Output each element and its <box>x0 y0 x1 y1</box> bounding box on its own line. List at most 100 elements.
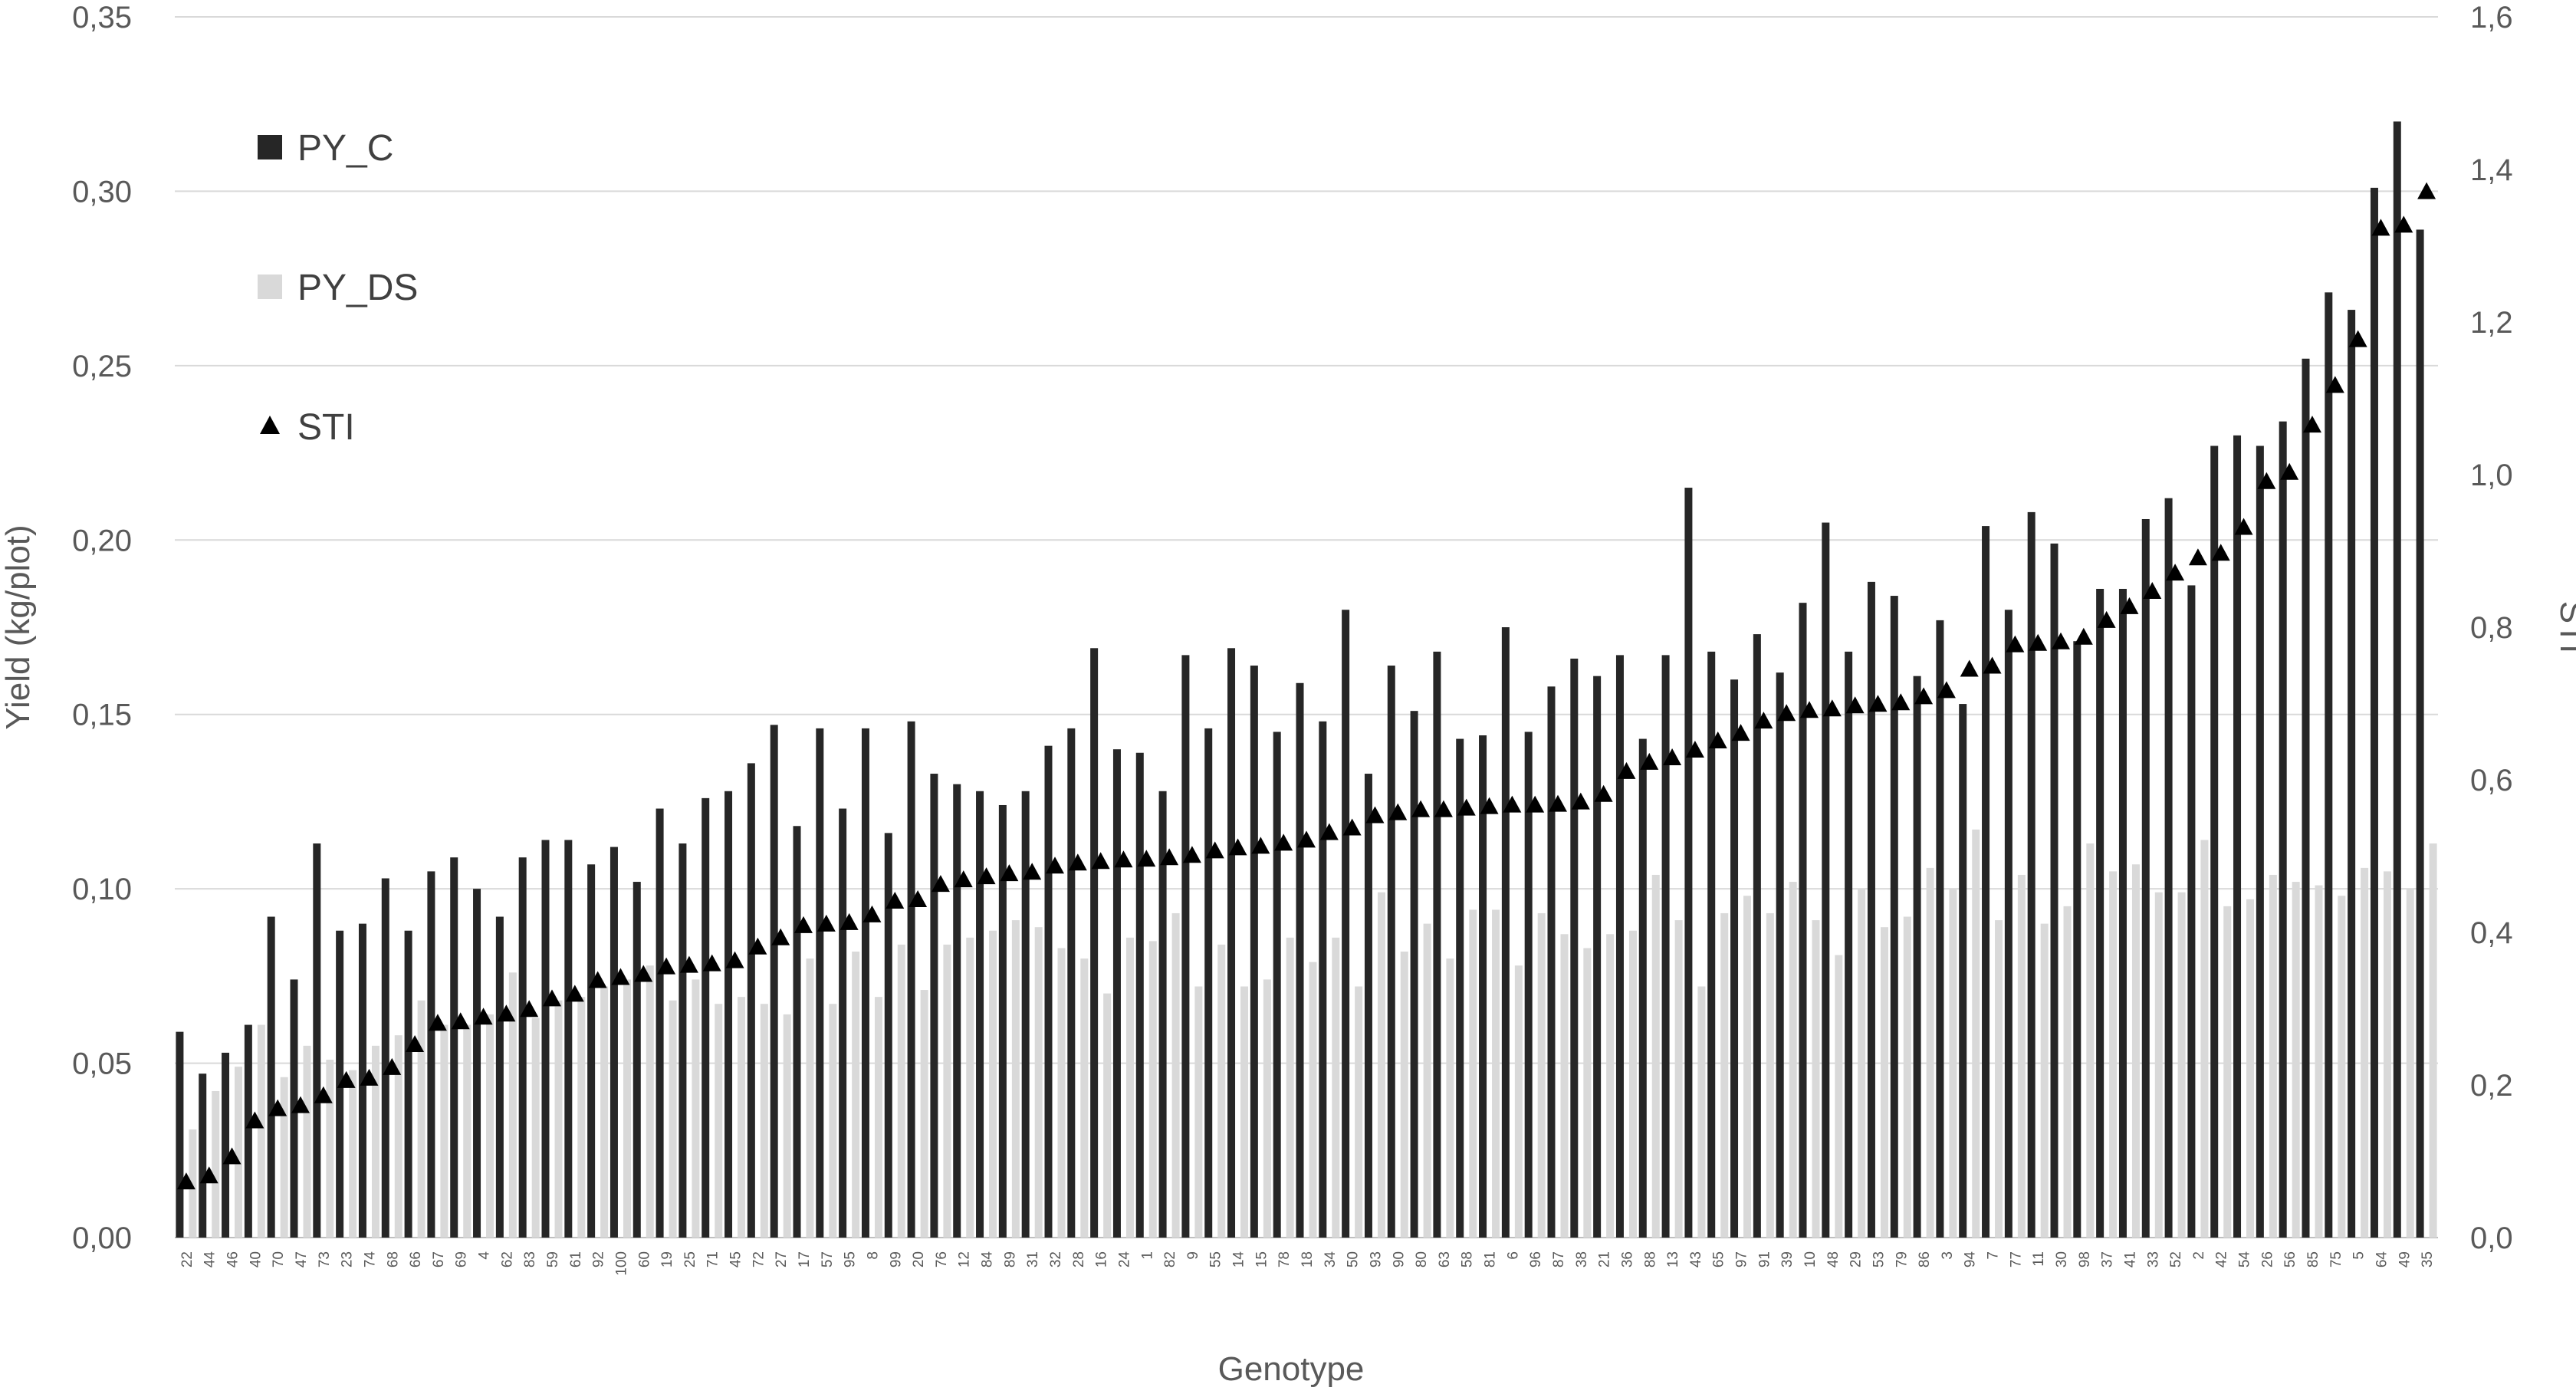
bar-py-c <box>610 847 618 1238</box>
marker-sti <box>1274 833 1293 851</box>
bar-py-ds <box>2200 840 2209 1238</box>
bar-py-ds <box>280 1077 288 1238</box>
x-tick-label: 37 <box>2100 1251 2116 1267</box>
marker-sti <box>2120 597 2139 614</box>
marker-sti <box>634 965 653 982</box>
x-tick-label: 69 <box>454 1251 470 1267</box>
bar-py-c <box>199 1073 207 1238</box>
marker-sti <box>2348 330 2367 347</box>
marker-sti <box>2417 182 2436 199</box>
x-tick-label: 77 <box>2008 1251 2024 1267</box>
bar-py-ds <box>1194 986 1203 1238</box>
bar-py-c <box>2233 435 2242 1238</box>
bar-py-ds <box>2017 874 2026 1238</box>
bar-py-c <box>793 826 801 1238</box>
marker-sti <box>565 985 584 1002</box>
bar-py-c <box>930 774 938 1238</box>
x-tick-label: 9 <box>1185 1251 1201 1260</box>
bar-py-c <box>587 864 596 1238</box>
bar-py-c <box>1570 658 1579 1238</box>
bars <box>176 121 2437 1238</box>
marker-sti <box>840 912 859 930</box>
bar-py-c <box>1204 728 1213 1238</box>
y2-tick-label: 1,2 <box>2470 306 2513 340</box>
bar-py-c <box>702 797 710 1238</box>
bar-py-c <box>1273 732 1281 1238</box>
bar-py-ds <box>1492 909 1500 1238</box>
marker-sti <box>1388 803 1408 820</box>
bar-py-ds <box>371 1045 380 1238</box>
bar-py-c <box>2370 187 2378 1238</box>
bar-py-c <box>1982 526 1990 1238</box>
marker-sti <box>1411 800 1431 817</box>
x-tick-label: 94 <box>1963 1251 1979 1268</box>
marker-sti <box>1000 864 1019 882</box>
x-tick-label: 5 <box>2351 1251 2367 1260</box>
bar-py-c <box>1135 752 1144 1238</box>
bar-py-c <box>747 763 755 1238</box>
x-tick-label: 2 <box>2191 1251 2207 1260</box>
bar-py-c <box>656 808 664 1238</box>
marker-sti <box>2371 219 2390 236</box>
marker-sti <box>1228 838 1247 856</box>
bar-py-c <box>2118 588 2127 1238</box>
bar-py-ds <box>806 958 814 1238</box>
marker-sti <box>1526 795 1545 813</box>
bar-py-ds <box>508 972 517 1238</box>
y2-tick-label: 0,4 <box>2470 916 2513 950</box>
bar-py-c <box>1501 627 1510 1238</box>
sti-markers <box>176 182 2436 1190</box>
marker-sti <box>1182 846 1201 863</box>
marker-sti <box>2325 376 2344 393</box>
x-tick-label: 70 <box>271 1251 287 1267</box>
y-tick-label: 0,20 <box>72 524 132 557</box>
bar-py-c <box>1158 791 1167 1238</box>
legend-label: STI <box>297 407 355 448</box>
marker-sti <box>1137 850 1156 867</box>
bar-py-c <box>404 930 412 1238</box>
bar-py-c <box>564 840 573 1238</box>
x-tick-label: 74 <box>362 1251 378 1268</box>
x-tick-label: 92 <box>591 1251 607 1267</box>
bar-py-ds <box>943 944 951 1238</box>
bar-py-ds <box>1949 889 1957 1238</box>
marker-sti <box>1868 695 1888 712</box>
y-tick-label: 0,25 <box>72 350 132 383</box>
bar-py-c <box>518 857 527 1238</box>
bar-py-ds <box>1583 948 1592 1238</box>
marker-sti <box>794 916 813 933</box>
bar-py-c <box>2096 588 2104 1238</box>
x-tick-label: 91 <box>1756 1251 1773 1267</box>
bar-py-ds <box>1766 912 1774 1238</box>
bar-py-c <box>724 791 733 1238</box>
bar-py-c <box>267 916 275 1238</box>
bar-py-ds <box>1080 958 1089 1238</box>
x-tick-label: 58 <box>1460 1251 1476 1267</box>
bar-py-ds <box>646 965 654 1238</box>
bar-py-c <box>976 791 984 1238</box>
x-tick-label: 46 <box>225 1251 242 1267</box>
marker-sti <box>2303 416 2321 433</box>
marker-sti <box>1617 761 1636 779</box>
bar-py-ds <box>1812 920 1820 1238</box>
bar-py-ds <box>600 986 609 1238</box>
bar-py-c <box>770 725 778 1238</box>
bar-py-c <box>1021 791 1030 1238</box>
x-tick-label: 75 <box>2328 1251 2344 1267</box>
bar-py-ds <box>2131 864 2140 1238</box>
bar-py-c <box>495 916 504 1238</box>
x-tick-label: 83 <box>522 1251 538 1267</box>
bar-py-ds <box>1286 937 1294 1238</box>
x-tick-label: 34 <box>1322 1251 1339 1268</box>
bar-py-ds <box>1034 927 1043 1238</box>
x-tick-label: 20 <box>911 1251 927 1267</box>
bar-py-ds <box>1880 927 1888 1238</box>
y-axis-left-ticks: 0,00 0,05 0,10 0,15 0,20 0,25 0,30 0,35 <box>72 1 132 1255</box>
bar-py-ds <box>669 1000 677 1238</box>
bar-py-ds <box>1469 909 1477 1238</box>
x-tick-label: 79 <box>1894 1251 1910 1267</box>
x-tick-label: 45 <box>728 1251 744 1267</box>
bar-py-ds <box>349 1070 357 1238</box>
x-axis-ticks: 22 44 46 40 70 47 73 23 74 68 66 67 69 4 62 83 59 61 92 100… <box>179 1251 2436 1276</box>
